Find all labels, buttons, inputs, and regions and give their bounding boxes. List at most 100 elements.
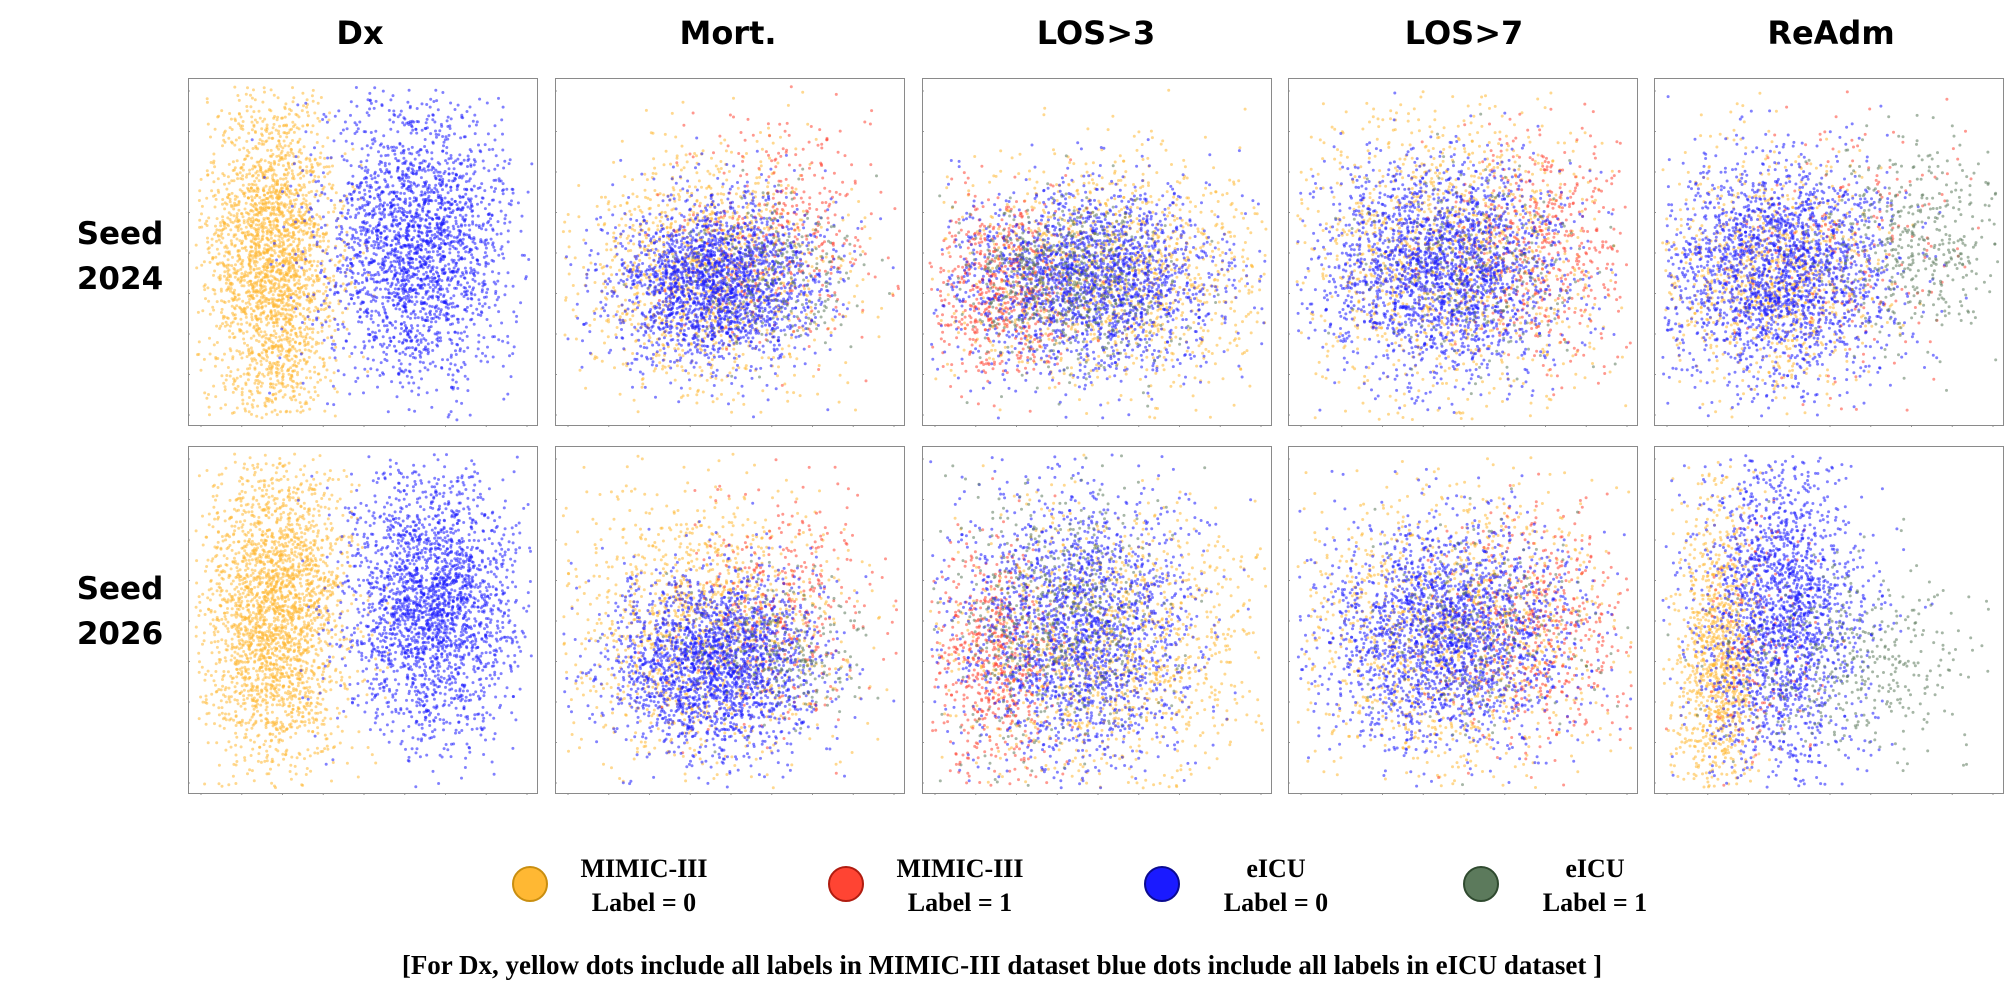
data-point bbox=[305, 206, 309, 210]
data-point bbox=[300, 321, 304, 324]
data-point bbox=[401, 144, 405, 148]
data-point bbox=[396, 250, 400, 254]
data-point bbox=[368, 183, 372, 187]
data-point bbox=[283, 314, 287, 318]
data-point bbox=[392, 145, 396, 149]
data-point bbox=[356, 236, 360, 240]
data-point bbox=[425, 391, 429, 395]
data-point bbox=[364, 239, 368, 243]
data-point bbox=[332, 403, 336, 407]
data-point bbox=[305, 165, 309, 169]
data-point bbox=[222, 224, 226, 228]
data-point bbox=[428, 250, 431, 254]
data-point bbox=[406, 233, 410, 237]
data-point bbox=[408, 151, 412, 155]
data-point bbox=[279, 202, 283, 206]
data-point bbox=[255, 414, 259, 418]
data-point bbox=[333, 414, 337, 418]
data-point bbox=[446, 137, 450, 141]
data-point bbox=[436, 253, 440, 257]
data-point bbox=[257, 275, 260, 279]
data-point bbox=[419, 310, 423, 313]
data-point bbox=[350, 276, 354, 279]
data-point bbox=[315, 279, 319, 283]
data-point bbox=[425, 231, 429, 235]
data-point bbox=[219, 406, 223, 410]
data-point bbox=[253, 165, 257, 169]
data-point bbox=[266, 373, 270, 377]
data-point bbox=[353, 228, 357, 232]
data-point bbox=[222, 263, 226, 267]
data-point bbox=[283, 317, 287, 321]
data-point bbox=[302, 387, 306, 391]
data-point bbox=[458, 347, 462, 351]
data-point bbox=[450, 314, 454, 318]
data-point bbox=[370, 229, 374, 233]
data-point bbox=[264, 412, 268, 416]
data-point bbox=[316, 394, 320, 397]
data-point bbox=[336, 266, 340, 270]
data-point bbox=[401, 121, 405, 125]
data-point bbox=[468, 413, 472, 417]
data-point bbox=[243, 272, 247, 276]
data-point bbox=[232, 313, 236, 317]
data-point bbox=[369, 146, 373, 150]
data-point bbox=[279, 410, 282, 414]
data-point bbox=[243, 234, 247, 238]
data-point bbox=[361, 225, 364, 229]
data-point bbox=[484, 295, 488, 299]
data-point bbox=[367, 339, 371, 343]
data-point bbox=[242, 231, 246, 235]
data-point bbox=[403, 161, 407, 164]
data-point bbox=[319, 262, 323, 265]
data-point bbox=[301, 193, 305, 197]
data-point bbox=[338, 232, 342, 236]
data-point bbox=[246, 367, 249, 371]
data-point bbox=[489, 217, 492, 221]
data-point bbox=[287, 372, 291, 376]
data-point bbox=[198, 225, 202, 229]
data-point bbox=[230, 128, 234, 131]
data-point bbox=[444, 135, 448, 139]
data-point bbox=[281, 146, 285, 150]
data-point bbox=[449, 410, 453, 414]
data-point bbox=[224, 320, 228, 324]
data-point bbox=[501, 252, 505, 256]
data-point bbox=[275, 145, 279, 149]
data-point bbox=[325, 252, 329, 256]
data-point bbox=[369, 314, 373, 318]
data-point bbox=[239, 177, 243, 180]
data-point bbox=[480, 182, 484, 186]
data-point bbox=[228, 329, 231, 333]
data-point bbox=[262, 218, 266, 222]
data-point bbox=[469, 297, 473, 300]
data-point bbox=[443, 271, 447, 274]
data-point bbox=[322, 239, 326, 243]
data-point bbox=[467, 250, 471, 254]
data-point bbox=[454, 216, 457, 220]
data-point bbox=[334, 358, 338, 362]
data-point bbox=[305, 402, 309, 405]
data-point bbox=[255, 338, 258, 342]
data-point bbox=[481, 159, 485, 163]
data-point bbox=[530, 162, 534, 166]
data-point bbox=[226, 269, 230, 273]
data-point bbox=[319, 711, 323, 714]
data-point bbox=[472, 163, 476, 167]
data-point bbox=[454, 353, 458, 356]
data-point bbox=[256, 173, 260, 177]
data-point bbox=[244, 92, 248, 96]
data-point bbox=[410, 300, 414, 304]
data-point bbox=[254, 146, 258, 150]
data-point bbox=[250, 174, 254, 178]
data-point bbox=[358, 120, 362, 124]
data-point bbox=[339, 253, 343, 257]
data-point bbox=[428, 362, 432, 366]
data-point bbox=[265, 236, 269, 240]
data-point bbox=[322, 112, 326, 116]
data-point bbox=[420, 168, 424, 172]
data-point bbox=[387, 343, 391, 347]
data-point bbox=[242, 307, 246, 311]
data-point bbox=[249, 336, 253, 340]
data-point bbox=[240, 387, 244, 391]
